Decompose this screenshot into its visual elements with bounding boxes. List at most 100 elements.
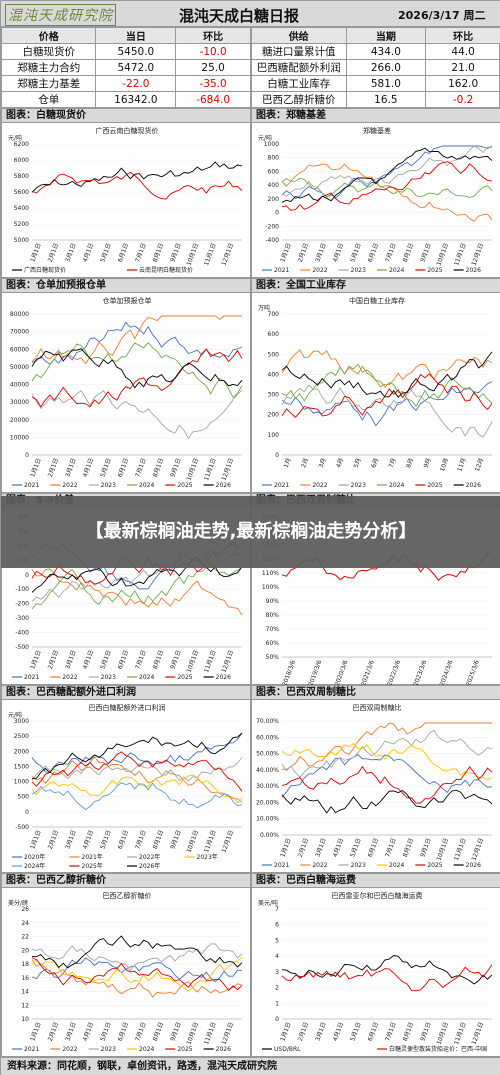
- x-tick-label: 5月1日: [99, 457, 112, 478]
- legend-label: USD/BRL: [274, 1046, 301, 1053]
- y-tick-label: 26: [21, 906, 29, 913]
- legend-label: 2025: [177, 1046, 192, 1053]
- series-line: [31, 774, 243, 804]
- legend-label: 2025: [427, 267, 442, 274]
- y-tick-label: 300: [268, 392, 280, 399]
- table-row: 白糖工业库存 581.0 162.0: [251, 75, 500, 92]
- x-tick-label: 5月1日: [99, 649, 112, 670]
- x-tick-label: 9月1日: [169, 457, 182, 478]
- report-date: 2026/3/17 周二: [398, 9, 486, 22]
- row-change: -684.0: [175, 91, 251, 108]
- x-tick-label: 7月1日: [384, 242, 397, 263]
- series-line: [31, 315, 242, 365]
- series-line: [31, 732, 243, 773]
- x-tick-label: 9月1日: [169, 649, 182, 670]
- y-tick-label: 22: [21, 934, 29, 941]
- x-tick-label: 6月1日: [117, 242, 130, 263]
- y-tick-label: 60000: [10, 346, 29, 353]
- row-label: 巴西糖配额外利润: [251, 59, 347, 76]
- series-line: [281, 964, 493, 992]
- chart-panel-p8: 图表：巴西双周制糖比 巴西双周制糖比 70.00% 60.00% 50.00% 40.00…: [251, 685, 500, 873]
- legend-label: 云南昆明白糖现货价: [139, 266, 193, 274]
- x-tick-label: 2月1日: [297, 242, 310, 263]
- chart-panel-p2: 图表：郑糖基差 郑糖基差 元/吨 1000 800 600 400 200 0 -200 -400 1…: [251, 108, 500, 278]
- x-tick-label: 5月1日: [99, 829, 112, 850]
- y-tick-label: 5: [275, 937, 279, 944]
- x-tick-label: 2023/3/6: [412, 659, 428, 685]
- legend-label: 2021: [24, 1046, 39, 1053]
- legend-label: 2023: [101, 674, 116, 681]
- y-tick-label: 14: [21, 989, 29, 996]
- series-line: [281, 145, 493, 200]
- series-line: [281, 766, 493, 804]
- x-tick-label: 7月: [388, 457, 398, 469]
- y-tick-label: 500: [18, 794, 30, 801]
- y-tick-label: 600: [268, 168, 280, 175]
- table-header-row: 供给 当期 环比: [251, 27, 500, 44]
- series-line: [281, 722, 492, 770]
- series-line: [281, 363, 493, 408]
- x-tick-label: 6月1日: [117, 1021, 130, 1042]
- legend-label: 广西白糖现货价: [24, 266, 66, 274]
- column-header: 环比: [175, 27, 251, 44]
- x-tick-label: 4月1日: [82, 457, 95, 478]
- legend-label: 2024: [389, 482, 404, 489]
- legend-label: 2024: [139, 1046, 154, 1053]
- y-tick-label: 4: [275, 953, 279, 960]
- x-tick-label: 9月1日: [169, 829, 182, 850]
- y-unit: 美元/吨: [258, 899, 278, 907]
- y-tick-label: 60.00%: [256, 734, 279, 741]
- chart-panel-p10: 图表：巴西白糖海运费 巴西雷亚尔和巴西白糖海运费 美元/吨 7 6 5 4 3 2 1 0 1月1日 2…: [251, 873, 500, 1057]
- x-tick-label: 11月1日: [203, 242, 218, 266]
- x-tick-label: 4月1日: [332, 242, 345, 263]
- x-tick-label: 12月1日: [471, 837, 486, 861]
- row-change: 25.0: [175, 59, 251, 76]
- headline-banner[interactable]: 【最新棕榈油走势,最新棕榈油走势分析】: [1, 496, 500, 568]
- row-label: 郑糖主力基差: [0, 75, 97, 92]
- x-tick-label: 2月1日: [47, 242, 60, 263]
- x-tick-label: 2018/3/6: [281, 659, 297, 685]
- x-tick-label: 7月1日: [134, 1021, 147, 1042]
- table-row: 郑糖主力合约 5472.0 25.0: [0, 59, 251, 76]
- x-tick-label: 8月1日: [152, 1021, 165, 1042]
- row-change: 162.0: [425, 75, 500, 92]
- price-table: 价格 当日 环比 白糖现货价 5450.0 -10.0 郑糖主力合约 5472.0 25.0 郑糖…: [0, 27, 251, 108]
- series-line: [31, 348, 243, 389]
- x-tick-label: 3月1日: [64, 242, 77, 263]
- x-tick-label: 6月1日: [367, 242, 380, 263]
- table-row: 仓单 16342.0 -684.0: [0, 91, 251, 108]
- legend-label: 2022: [62, 674, 77, 681]
- y-tick-label: 20000: [10, 417, 29, 424]
- series-line: [31, 161, 243, 193]
- row-value: -22.0: [95, 75, 177, 92]
- x-tick-label: 8月1日: [402, 1021, 415, 1042]
- x-tick-label: 6月1日: [117, 829, 130, 850]
- row-label: 巴西乙醇折糖价: [251, 91, 347, 108]
- report-title: 混沌天成白糖日报: [179, 7, 300, 25]
- x-tick-label: 4月1日: [332, 837, 345, 858]
- y-tick-label: 0: [275, 452, 279, 459]
- x-tick-label: 1月1日: [279, 1021, 292, 1042]
- chart-title: 广西云南白糖现货价: [96, 126, 159, 135]
- legend-label: 2025: [177, 482, 192, 489]
- x-tick-label: 4月: [335, 457, 345, 469]
- chart-graphic: 仓单加预报仓单 80000 70000 60000 50000 40000 30000 200…: [10, 296, 243, 489]
- row-label: 仓单: [0, 91, 97, 108]
- x-tick-label: 12月1日: [221, 649, 236, 673]
- y-tick-label: 3000: [14, 718, 29, 725]
- panel-heading: 图表：巴西糖配额外进口利润: [2, 686, 250, 700]
- x-tick-label: 7月1日: [384, 1021, 397, 1042]
- legend-label: 2024年: [24, 862, 45, 870]
- series-line: [31, 171, 243, 200]
- x-tick-label: 2月1日: [47, 1021, 60, 1042]
- x-tick-label: 12月1日: [471, 242, 486, 266]
- x-tick-label: 8月: [405, 457, 415, 469]
- headline-text[interactable]: 【最新棕榈油走势,最新棕榈油走势分析】: [85, 521, 417, 542]
- x-tick-label: 10月1日: [186, 457, 201, 481]
- x-tick-label: 7月1日: [134, 829, 147, 850]
- y-tick-label: 0: [25, 809, 29, 816]
- panel-heading: 图表：白糖现货价: [2, 109, 250, 123]
- y-tick-label: 18: [21, 961, 29, 968]
